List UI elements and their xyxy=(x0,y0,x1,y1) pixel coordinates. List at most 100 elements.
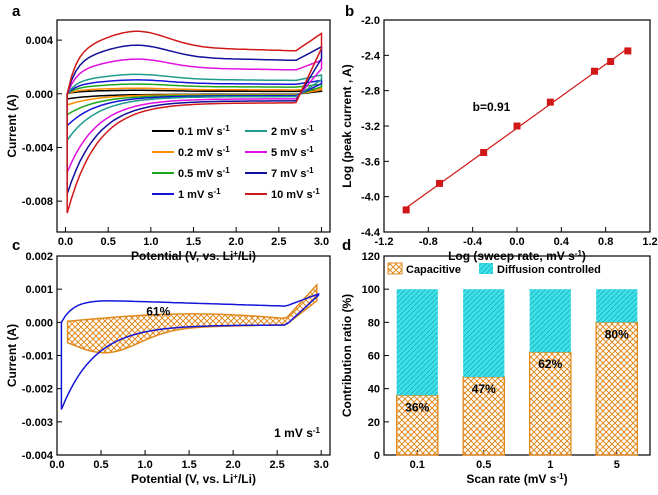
y-tick-label-b: -3.6 xyxy=(361,156,380,168)
panel-d: d 0 20 40 60 80 100 120 0.1 36% 0.5 47% 1 62% 5 80% Scan… xyxy=(340,237,651,487)
legend-label-a: 7 mV s-1 xyxy=(271,166,314,181)
y-tick-label-d: 60 xyxy=(368,351,380,363)
legend-label-d: Capacitive xyxy=(406,264,461,276)
y-tick-label-c: -0.003 xyxy=(22,417,53,429)
y-tick-label-b: -4.4 xyxy=(361,227,381,239)
cv-curve-a xyxy=(66,79,323,128)
legend-label-a: 0.1 mV s-1 xyxy=(178,124,230,139)
legend-label-a: 2 mV s-1 xyxy=(271,124,314,139)
x-tick-label-a: 0.0 xyxy=(58,236,73,248)
x-tick-label-c: 2.5 xyxy=(270,459,285,471)
x-tick-label-b: -0.4 xyxy=(463,236,483,248)
bar-capacitive-d xyxy=(528,351,572,456)
bar-label-d: 80% xyxy=(605,327,629,341)
data-point-b xyxy=(624,47,632,55)
x-tick-label-b: 1.2 xyxy=(642,236,657,248)
y-axis-label-c: Current (A) xyxy=(5,324,19,387)
y-tick-label-a: -0.004 xyxy=(22,142,54,154)
x-tick-label-c: 1.5 xyxy=(181,459,196,471)
y-tick-label-a: 0.000 xyxy=(25,89,53,101)
legend-label-d: Diffusion controlled xyxy=(497,264,601,276)
y-axis-label-b: Log (peak current , A) xyxy=(340,64,354,188)
x-tick-label-b: 0.0 xyxy=(509,236,524,248)
bar-label-d: 62% xyxy=(538,357,562,371)
data-point-b xyxy=(607,58,615,66)
x-axis-label-d: Scan rate (mV s-1) xyxy=(466,472,567,487)
y-tick-label-c: 0.001 xyxy=(25,284,53,296)
y-tick-label-d: 0 xyxy=(374,450,380,462)
y-tick-label-d: 40 xyxy=(368,384,380,396)
bar-diffusion-d xyxy=(396,289,438,396)
y-tick-label-c: -0.001 xyxy=(22,351,53,363)
data-point-b xyxy=(590,67,598,75)
slope-annotation-b: b=0.91 xyxy=(473,100,511,114)
x-tick-label-c: 2.0 xyxy=(225,459,240,471)
legend-label-a: 0.2 mV s-1 xyxy=(178,145,230,160)
capacitive-region-c xyxy=(66,282,318,354)
bar-capacitive-d xyxy=(395,394,439,456)
cv-curve-c xyxy=(60,292,320,410)
legend-label-a: 1 mV s-1 xyxy=(178,187,221,202)
x-tick-label-b: -1.2 xyxy=(375,236,394,248)
x-tick-label-a: 2.0 xyxy=(229,236,244,248)
panel-b: b -1.2 -0.8 -0.4 0.0 0.4 0.8 1.2 -4.4 -4.0 -3.6 -3.… xyxy=(340,3,658,263)
data-point-b xyxy=(436,179,444,187)
y-tick-label-a: 0.004 xyxy=(25,35,53,47)
x-axis-label-c: Potential (V, vs. Li+/Li) xyxy=(131,472,256,487)
bar-diffusion-d xyxy=(596,289,638,323)
bar-label-d: 36% xyxy=(405,400,429,414)
y-tick-label-b: -2.0 xyxy=(361,15,380,27)
cv-curve-a xyxy=(66,58,323,173)
x-tick-label-d: 1 xyxy=(547,459,553,471)
bar-capacitive-d xyxy=(462,376,506,456)
x-tick-label-d: 5 xyxy=(614,459,620,471)
y-tick-label-d: 100 xyxy=(362,284,380,296)
data-point-b xyxy=(480,149,488,156)
legend-label-a: 5 mV s-1 xyxy=(271,145,314,160)
cv-curve-a xyxy=(66,87,323,106)
bar-diffusion-d xyxy=(463,289,505,378)
y-tick-label-c: -0.002 xyxy=(22,384,53,396)
panel-label-d: d xyxy=(342,237,351,254)
data-point-b xyxy=(513,122,521,130)
x-tick-label-c: 0.5 xyxy=(93,459,108,471)
y-tick-label-d: 80 xyxy=(368,317,380,329)
x-tick-label-a: 3.0 xyxy=(314,236,329,248)
y-tick-label-b: -2.4 xyxy=(361,50,381,62)
y-axis-label-a: Current (A) xyxy=(5,94,19,157)
x-tick-label-a: 2.5 xyxy=(271,236,286,248)
bar-diffusion-d xyxy=(529,289,571,353)
cv-curve-a xyxy=(66,83,323,117)
x-tick-label-d: 0.1 xyxy=(410,459,425,471)
x-tick-label-c: 3.0 xyxy=(314,459,329,471)
cv-curve-a xyxy=(66,73,323,143)
x-tick-label-c: 0.0 xyxy=(49,459,64,471)
x-tick-label-b: 0.8 xyxy=(598,236,613,248)
y-tick-label-a: -0.008 xyxy=(22,196,53,208)
x-tick-label-d: 0.5 xyxy=(476,459,491,471)
x-tick-label-a: 1.5 xyxy=(186,236,201,248)
cv-curve-a xyxy=(66,44,323,195)
data-point-b xyxy=(402,206,410,214)
panel-a: a 0.0 0.5 1.0 1.5 2.0 2.5 3.0 -0.008 -0.004 0.000 0… xyxy=(5,3,331,263)
legend-label-a: 0.5 mV s-1 xyxy=(178,166,230,181)
y-tick-label-d: 120 xyxy=(362,251,380,263)
x-tick-label-a: 1.0 xyxy=(143,236,158,248)
panel-label-a: a xyxy=(12,3,21,20)
panel-c: c 0.0 0.5 1.0 1.5 2.0 2.5 3.0 -0.004 -0.003 -0.002… xyxy=(5,237,331,487)
x-tick-label-b: -0.8 xyxy=(419,236,438,248)
data-point-b xyxy=(546,98,554,106)
y-axis-label-d: Contribution ratio (%) xyxy=(340,294,354,417)
y-tick-label-b: -3.2 xyxy=(361,121,380,133)
bar-label-d: 47% xyxy=(472,382,496,396)
rate-label-c: 1 mV s-1 xyxy=(274,426,320,441)
legend-swatch-d xyxy=(387,262,403,275)
y-tick-label-d: 20 xyxy=(368,417,380,429)
x-tick-label-a: 0.5 xyxy=(101,236,116,248)
bar-capacitive-d xyxy=(595,321,639,456)
y-tick-label-b: -2.8 xyxy=(361,86,380,98)
percent-annotation-c: 61% xyxy=(146,305,170,319)
y-tick-label-c: 0.000 xyxy=(25,317,53,329)
y-tick-label-b: -4.0 xyxy=(361,192,380,204)
